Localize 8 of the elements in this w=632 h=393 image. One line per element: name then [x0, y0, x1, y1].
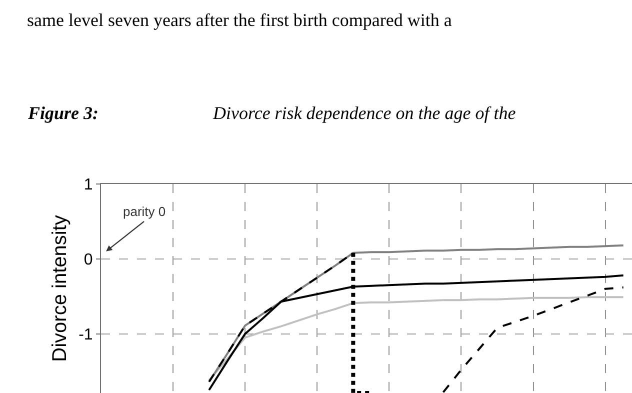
y-tick-label: 0: [84, 252, 93, 269]
chart-title: Figure 3:: [27, 103, 99, 123]
annotation: parity 0: [123, 204, 166, 219]
y-axis-title: Divorce intensity: [49, 215, 72, 362]
text: same level seven years after the first birth compared with a: [27, 10, 452, 30]
chart-subtitle: Divorce risk dependence on the age of the: [212, 103, 516, 123]
y-tick-label: 1: [84, 176, 93, 194]
y-tick-label: -1: [78, 326, 93, 344]
